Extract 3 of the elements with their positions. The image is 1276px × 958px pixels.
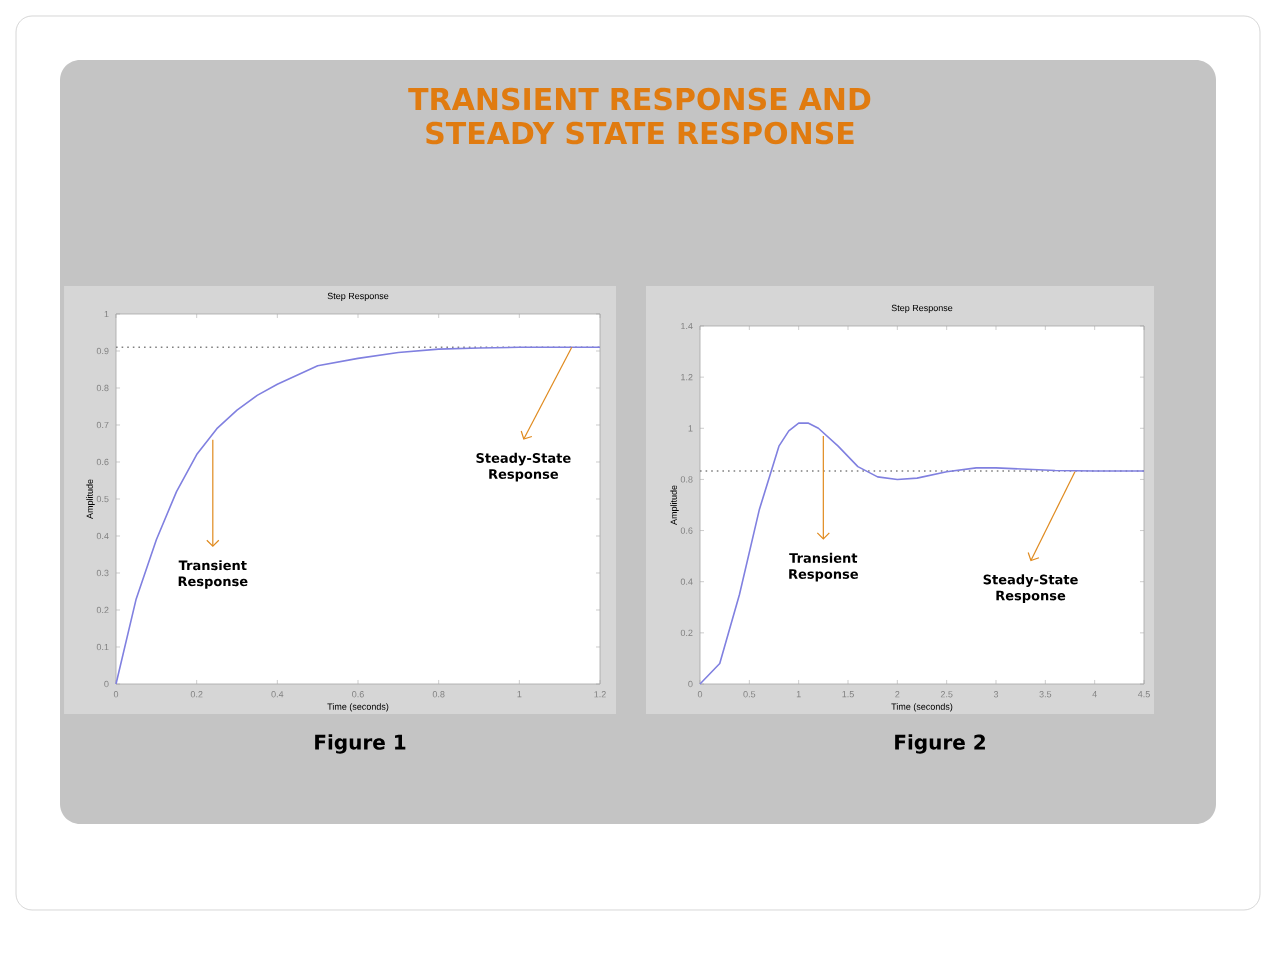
text: TRANSIENT RESPONSE AND STEADY STATE RESPONSE (408, 87, 871, 145)
caption: Figure 1 (315, 734, 406, 754)
caption: Figure 2 (895, 734, 985, 754)
